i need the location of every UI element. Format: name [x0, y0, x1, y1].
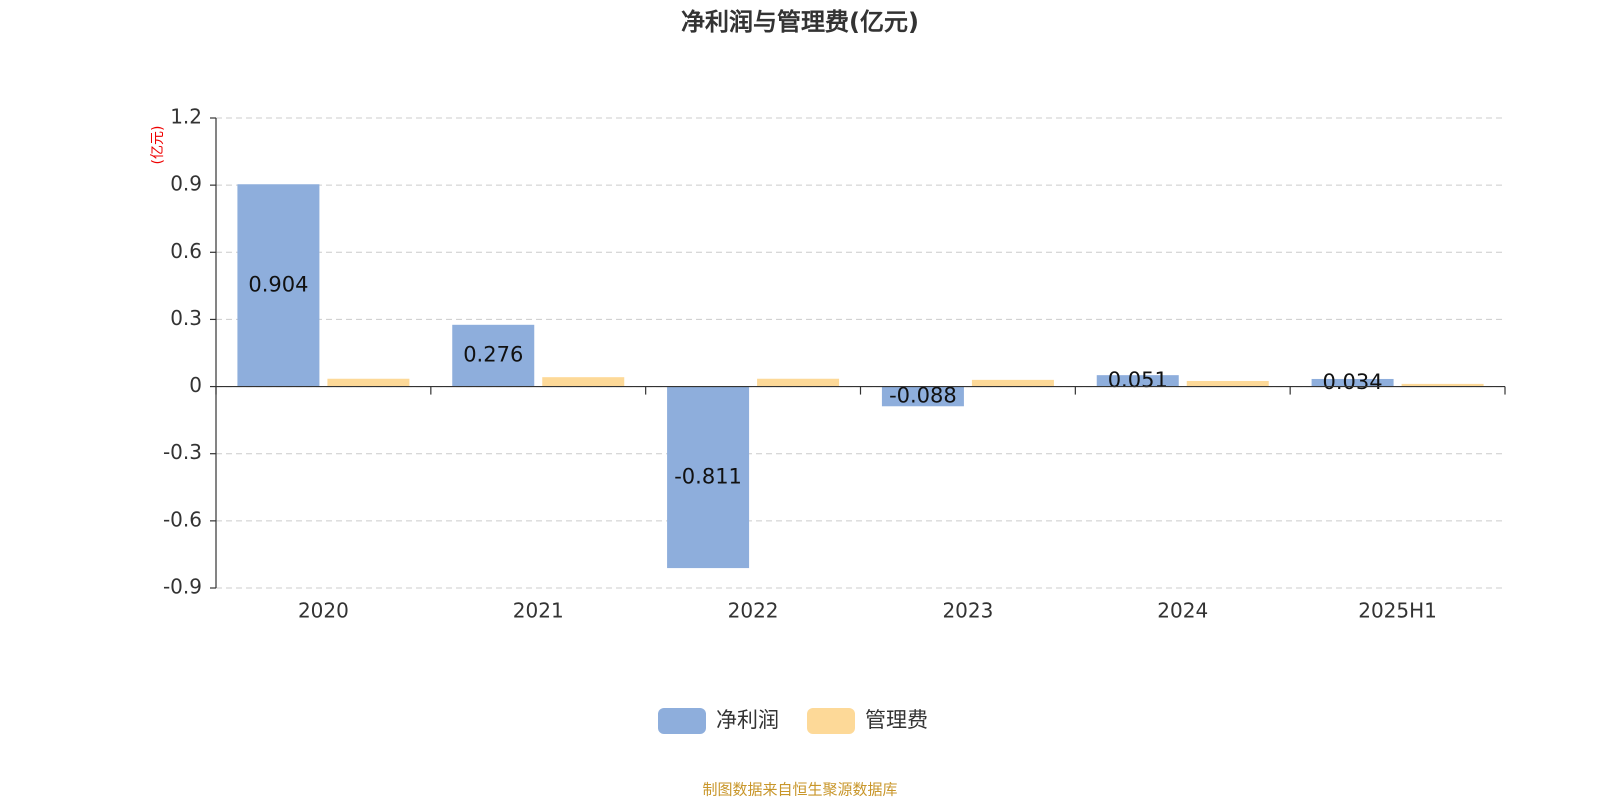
data-label: 0.034 [1323, 370, 1383, 394]
bar [327, 378, 410, 387]
data-label: 0.904 [248, 272, 308, 296]
legend-swatch [658, 708, 706, 734]
data-label: -0.811 [674, 464, 742, 488]
data-label: -0.088 [889, 383, 957, 407]
x-tick-label: 2021 [513, 599, 564, 623]
y-tick-label: 0.6 [170, 239, 202, 263]
y-tick-label: 0 [189, 373, 202, 397]
bar [881, 386, 964, 407]
bar [1401, 383, 1484, 387]
x-tick-label: 2022 [728, 599, 779, 623]
bar [1311, 378, 1394, 387]
x-tick-label: 2025H1 [1358, 599, 1437, 623]
bar [542, 377, 625, 387]
bar [971, 379, 1054, 387]
legend-label: 管理费 [865, 708, 928, 732]
legend-swatch [807, 708, 855, 734]
bar [237, 184, 320, 387]
chart-title: 净利润与管理费(亿元) [681, 8, 919, 36]
source-note: 制图数据来自恒生聚源数据库 [702, 781, 897, 799]
y-tick-label: 0.9 [170, 172, 202, 196]
y-tick-label: 0.3 [170, 306, 202, 330]
bar [757, 378, 840, 387]
y-tick-label: 1.2 [170, 105, 202, 129]
bar [1096, 375, 1179, 387]
x-tick-label: 2024 [1157, 599, 1208, 623]
x-tick-label: 2020 [298, 599, 349, 623]
data-label: 0.276 [463, 343, 523, 367]
x-tick-label: 2023 [942, 599, 993, 623]
legend-label: 净利润 [716, 708, 779, 732]
y-tick-label: -0.9 [163, 575, 202, 599]
y-tick-label: -0.6 [163, 507, 202, 531]
y-axis-label: (亿元) [150, 126, 166, 165]
data-label: 0.051 [1108, 368, 1168, 392]
y-tick-label: -0.3 [163, 440, 202, 464]
bar [1186, 380, 1269, 387]
bar [667, 386, 750, 569]
bar [452, 324, 535, 387]
